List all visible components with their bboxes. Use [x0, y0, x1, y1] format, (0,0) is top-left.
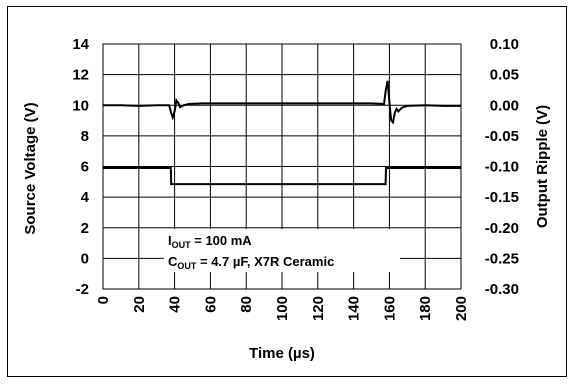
y-right-tick-label: -0.15	[485, 189, 519, 206]
y-left-tick-labels: 14 12 10 8 6 4 2 0 -2	[72, 36, 89, 298]
x-tick-label: 140	[346, 296, 363, 321]
x-tick-label: 120	[310, 296, 327, 321]
annotation-background	[164, 229, 400, 272]
x-axis-label: Time (µs)	[249, 345, 315, 362]
y-right-tick-label: 0.00	[490, 97, 519, 114]
x-tick-label: 80	[238, 296, 255, 313]
y-right-tick-label: -0.10	[485, 159, 519, 176]
y-right-tick-label: -0.30	[485, 281, 519, 298]
series-output-ripple	[103, 80, 461, 125]
chart-frame	[7, 6, 567, 377]
y-axis-label-right: Output Ripple (V)	[534, 105, 551, 228]
x-tick-label: 180	[417, 296, 434, 321]
y-left-tick-label: 8	[81, 128, 89, 145]
y-left-tick-label: 0	[81, 250, 89, 267]
y-right-tick-label: 0.05	[490, 67, 519, 84]
x-tick-label: 160	[381, 296, 398, 321]
x-tick-labels: 0 20 40 60 80 100 120 140 160 180 200	[95, 296, 470, 321]
series-group	[103, 80, 461, 186]
y-axis-label-left: Source Voltage (V)	[22, 102, 39, 234]
series-source-voltage	[103, 167, 461, 186]
y-left-tick-label: -2	[76, 281, 89, 298]
x-tick-label: 0	[95, 296, 112, 304]
x-tick-label: 60	[202, 296, 219, 313]
y-right-tick-label: 0.10	[490, 36, 519, 53]
x-tick-label: 100	[274, 296, 291, 321]
y-left-tick-label: 6	[81, 159, 89, 176]
y-left-tick-label: 10	[72, 97, 89, 114]
y-left-tick-label: 4	[81, 189, 90, 206]
y-right-tick-label: -0.05	[485, 128, 519, 145]
annotation-iout: IOUT = 100 mA	[168, 233, 252, 250]
y-left-tick-label: 2	[81, 220, 89, 237]
annotation-cout: COUT = 4.7 µF, X7R Ceramic	[168, 254, 334, 271]
y-left-tick-label: 14	[72, 36, 89, 53]
y-right-tick-label: -0.25	[485, 250, 519, 267]
x-tick-label: 20	[131, 296, 148, 313]
y-right-tick-label: -0.20	[485, 220, 519, 237]
y-left-tick-label: 12	[72, 67, 89, 84]
y-right-tick-labels: 0.10 0.05 0.00 -0.05 -0.10 -0.15 -0.20 -0.25 -0.…	[485, 36, 519, 298]
x-tick-label: 40	[167, 296, 184, 313]
plot-border	[102, 43, 462, 290]
x-tick-label: 200	[453, 296, 470, 321]
